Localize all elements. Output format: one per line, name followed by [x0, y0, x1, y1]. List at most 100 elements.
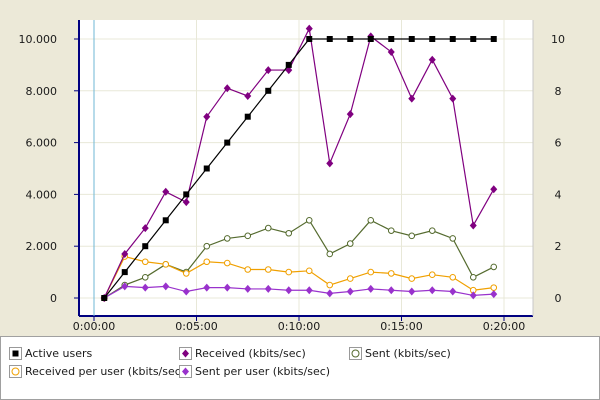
data-point-diamond: [449, 287, 457, 296]
data-point-diamond: [326, 289, 334, 298]
data-point-square: [449, 36, 456, 42]
data-point-square: [326, 36, 333, 42]
data-point-square: [306, 36, 313, 42]
data-point-diamond: [408, 287, 416, 296]
data-point-circle: [244, 266, 252, 273]
y-right-tick-label: 4: [555, 188, 562, 201]
y-right-tick-label: 6: [555, 137, 562, 150]
data-point-diamond: [264, 66, 272, 75]
data-point-circle: [408, 275, 416, 282]
data-point-circle: [244, 232, 252, 240]
data-point-circle: [285, 268, 293, 276]
data-point-square: [101, 295, 108, 301]
data-point-circle: [449, 235, 457, 242]
data-point-diamond: [223, 84, 231, 93]
data-point-diamond: [326, 159, 334, 168]
data-point-circle: [141, 258, 149, 266]
data-point-diamond: [182, 287, 190, 296]
data-point-diamond: [469, 221, 477, 230]
y-left-tick-label: 8.000: [26, 85, 58, 98]
data-point-square: [285, 61, 292, 68]
data-point-circle: [141, 273, 149, 281]
data-point-square: [388, 36, 395, 42]
diamond-filled-icon: [179, 364, 192, 378]
data-point-circle: [223, 259, 231, 267]
data-point-diamond: [223, 283, 231, 292]
data-point-circle: [490, 263, 498, 271]
data-point-square: [183, 191, 190, 198]
y-left-tick-label: 10.000: [19, 33, 58, 46]
data-point-diamond: [141, 224, 149, 233]
y-right-tick-label: 0: [555, 292, 562, 305]
data-point-diamond: [387, 286, 395, 295]
legend-item-sent-per-user[interactable]: Sent per user (kbits/sec): [179, 363, 330, 379]
data-point-circle: [203, 242, 211, 250]
data-point-diamond: [244, 284, 252, 293]
chart-panel: 0 2.000 4.000 6.000 8.000 10.000 0 2 4 6 8 10 0:00:0…: [18, 20, 565, 333]
legend-label: Received (kbits/sec): [195, 346, 306, 360]
data-point-diamond: [121, 249, 129, 258]
data-point-circle: [162, 261, 170, 268]
x-tick-label: 0:00:00: [73, 320, 115, 333]
data-point-square: [347, 36, 354, 42]
data-point-circle: [408, 232, 416, 240]
data-point-diamond: [428, 55, 436, 64]
data-point-diamond: [203, 112, 211, 121]
legend-item-received-per-user[interactable]: Received per user (kbits/sec): [9, 363, 185, 379]
legend-item-sent[interactable]: Sent (kbits/sec): [349, 345, 451, 361]
data-point-circle: [223, 235, 231, 242]
data-point-circle: [469, 273, 477, 281]
data-point-circle: [326, 281, 334, 289]
data-point-diamond: [182, 198, 190, 207]
data-point-diamond: [121, 282, 129, 291]
data-point-circle: [387, 270, 395, 277]
data-point-diamond: [162, 282, 170, 291]
data-point-square: [162, 217, 169, 224]
legend-item-active-users[interactable]: Active users: [9, 345, 92, 361]
data-point-circle: [428, 271, 436, 278]
data-point-diamond: [203, 283, 211, 292]
data-point-circle: [387, 227, 395, 234]
data-point-circle: [305, 267, 313, 275]
y-right-tick-label: 10: [551, 33, 565, 46]
data-point-circle: [326, 250, 334, 258]
data-point-circle: [203, 258, 211, 266]
data-point-diamond: [428, 286, 436, 295]
data-point-diamond: [367, 284, 375, 293]
legend-item-received[interactable]: Received (kbits/sec): [179, 345, 306, 361]
y-right-tick-label: 8: [555, 85, 562, 98]
circle-open-icon: [9, 364, 22, 378]
series-line: [103, 255, 494, 299]
data-point-diamond: [387, 47, 395, 56]
series-line: [103, 38, 494, 299]
data-point-diamond: [285, 286, 293, 295]
legend-panel: Active users Received (kbits/sec) Sent (…: [0, 336, 600, 400]
series-line: [103, 285, 494, 299]
data-point-square: [470, 36, 477, 42]
x-tick-label: 0:20:00: [483, 320, 525, 333]
circle-open-icon: [349, 346, 362, 360]
data-point-diamond: [264, 284, 272, 293]
data-point-diamond: [141, 283, 149, 292]
legend-label: Sent (kbits/sec): [365, 346, 451, 360]
data-point-circle: [367, 217, 375, 224]
data-point-circle: [490, 284, 498, 291]
y-left-tick-label: 2.000: [26, 240, 58, 253]
y-right-tick-label: 2: [555, 240, 562, 253]
data-point-square: [367, 36, 374, 42]
legend-label: Active users: [25, 346, 93, 360]
data-point-circle: [305, 217, 313, 224]
data-point-square: [244, 113, 251, 120]
data-point-square: [203, 165, 210, 172]
data-point-circle: [264, 266, 272, 273]
legend-label: Sent per user (kbits/sec): [195, 364, 331, 378]
data-point-circle: [346, 275, 354, 282]
x-tick-label: 0:10:00: [278, 320, 320, 333]
data-point-square: [224, 139, 231, 146]
data-point-diamond: [346, 287, 354, 296]
data-point-diamond: [490, 290, 498, 299]
data-point-diamond: [408, 94, 416, 103]
square-filled-icon: [9, 346, 22, 360]
y-left-tick-label: 4.000: [26, 188, 58, 201]
data-point-diamond: [162, 187, 170, 196]
